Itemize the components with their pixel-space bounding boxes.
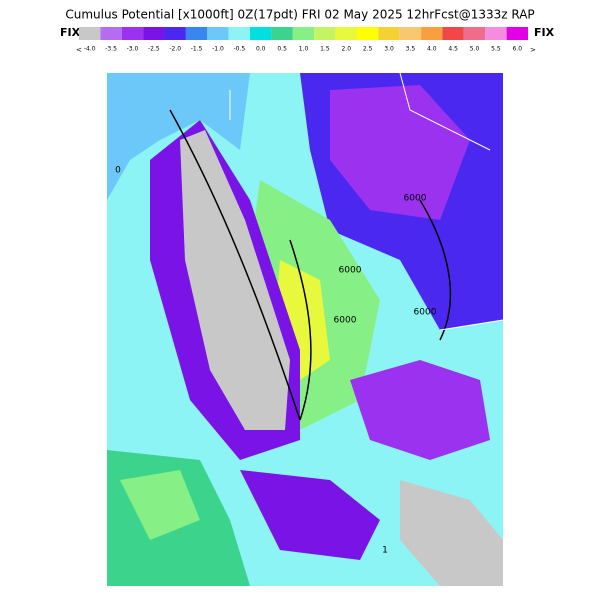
area [107, 73, 250, 200]
legend-label: 1.5 [320, 46, 330, 53]
legend-swatch [485, 27, 507, 40]
legend-swatch [292, 27, 315, 40]
area [350, 360, 490, 460]
legend-below: < [76, 46, 82, 54]
legend-swatch [442, 27, 464, 40]
border [229, 72, 504, 331]
legend-swatch [185, 27, 208, 40]
legend-label: 2.0 [341, 46, 351, 53]
area [240, 470, 380, 560]
contour-label: 6000 [339, 266, 362, 276]
legend-swatch [356, 27, 379, 40]
area [400, 480, 503, 586]
legend-swatch [463, 27, 486, 40]
legend-above: > [530, 46, 536, 54]
legend-swatch [271, 27, 293, 40]
legend-label: 6.0 [513, 46, 523, 53]
legend-label: -3.0 [127, 46, 139, 53]
legend-label: 5.5 [491, 46, 501, 53]
legend-label: 4.5 [448, 46, 458, 53]
legend-swatch [207, 27, 229, 40]
legend-swatch [378, 27, 400, 40]
legend-label: 3.0 [384, 46, 394, 53]
contour-label: 1 [382, 546, 388, 556]
area [330, 85, 470, 220]
legend-label: 1.0 [299, 46, 309, 53]
legend-label: -2.0 [169, 46, 181, 53]
legend-label: -4.0 [84, 46, 96, 53]
legend-label: -0.5 [233, 46, 245, 53]
legend-label: 0.5 [277, 46, 287, 53]
legend-swatch [399, 27, 422, 40]
contour-label: 6000 [334, 316, 357, 326]
area [120, 470, 200, 540]
contour-label: 0 [115, 166, 121, 176]
legend-swatch [335, 27, 357, 40]
legend-swatch [100, 27, 122, 40]
legend-swatch [143, 27, 165, 40]
legend-label: -2.5 [148, 46, 160, 53]
legend-swatch [250, 27, 272, 40]
legend-label: 4.0 [427, 46, 437, 53]
contour-label: 6000 [404, 194, 427, 204]
legend-swatch [79, 27, 101, 40]
legend-swatch [228, 27, 251, 40]
legend-label: -1.0 [212, 46, 224, 53]
legend-swatch [421, 27, 443, 40]
legend-right-label: FIX [534, 26, 555, 39]
map [107, 72, 504, 586]
legend-label: 5.0 [470, 46, 480, 53]
legend-swatch [314, 27, 336, 40]
legend-label: 2.5 [363, 46, 373, 53]
title: Cumulus Potential [x1000ft] 0Z(17pdt) FR… [65, 8, 534, 22]
legend-swatch [164, 27, 186, 40]
legend-label: -1.5 [191, 46, 203, 53]
contour [169, 109, 452, 421]
legend-label: -3.5 [105, 46, 117, 53]
legend-swatch [506, 27, 528, 40]
legend-left-label: FIX [60, 26, 81, 39]
legend-label: 3.5 [406, 46, 416, 53]
legend-label: 0.0 [256, 46, 266, 53]
contour-label: 6000 [414, 308, 437, 318]
legend-swatch [121, 27, 144, 40]
central-valley [180, 130, 290, 430]
